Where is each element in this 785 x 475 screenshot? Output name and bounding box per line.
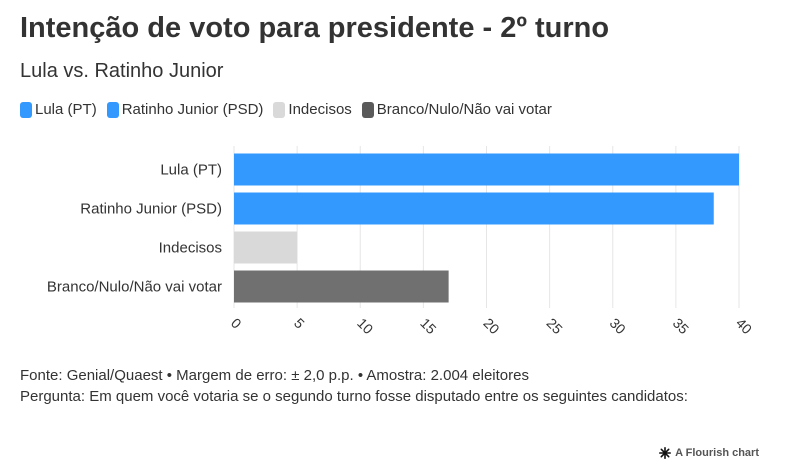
x-tick-label: 10 <box>354 315 376 337</box>
legend-swatch <box>20 101 32 118</box>
chart-title: Intenção de voto para presidente - 2º tu… <box>20 12 610 44</box>
bar <box>234 270 449 303</box>
source-note: Fonte: Genial/Quaest • Margem de erro: ±… <box>20 367 529 384</box>
legend-label: Branco/Nulo/Não vai votar <box>376 101 552 118</box>
question-note: Pergunta: Em quem você votaria se o segu… <box>20 388 688 405</box>
legend-label: Lula (PT) <box>35 101 97 118</box>
legend-item-lula[interactable]: Lula (PT) <box>20 101 97 118</box>
x-tick-label: 25 <box>544 315 566 337</box>
bar <box>234 231 298 264</box>
chart-subtitle: Lula vs. Ratinho Junior <box>20 60 224 82</box>
flourish-icon <box>659 447 672 459</box>
bar <box>234 153 739 186</box>
legend-swatch <box>106 101 119 118</box>
legend-label: Indecisos <box>288 101 352 118</box>
credit-label: A Flourish chart <box>675 447 759 459</box>
legend-item-branco-nulo[interactable]: Branco/Nulo/Não vai votar <box>361 101 552 118</box>
chart-footer: Fonte: Genial/Quaest • Margem de erro: ±… <box>20 365 720 407</box>
legend-item-ratinho[interactable]: Ratinho Junior (PSD) <box>106 101 264 118</box>
category-label: Ratinho Junior (PSD) <box>80 201 222 218</box>
bar-chart: Lula (PT) Ratinho Junior (PSD) Indecisos Br… <box>47 146 755 337</box>
bar <box>234 192 714 225</box>
x-tick-label: 0 <box>228 315 245 332</box>
x-tick-label: 35 <box>670 315 692 337</box>
x-tick-label: 40 <box>733 315 755 337</box>
x-tick-label: 30 <box>607 315 629 337</box>
legend-swatch <box>361 101 374 118</box>
category-label: Branco/Nulo/Não vai votar <box>47 279 222 296</box>
x-tick-label: 15 <box>417 315 439 337</box>
legend-label: Ratinho Junior (PSD) <box>121 101 264 118</box>
legend-swatch <box>273 101 286 118</box>
legend: Lula (PT) Ratinho Junior (PSD) Indecisos… <box>20 101 552 118</box>
x-tick-label: 20 <box>480 315 502 337</box>
x-tick-label: 5 <box>291 315 308 332</box>
category-label: Indecisos <box>159 240 222 257</box>
legend-item-indecisos[interactable]: Indecisos <box>273 101 352 118</box>
category-label: Lula (PT) <box>160 162 222 179</box>
flourish-credit[interactable]: A Flourish chart <box>659 447 759 459</box>
